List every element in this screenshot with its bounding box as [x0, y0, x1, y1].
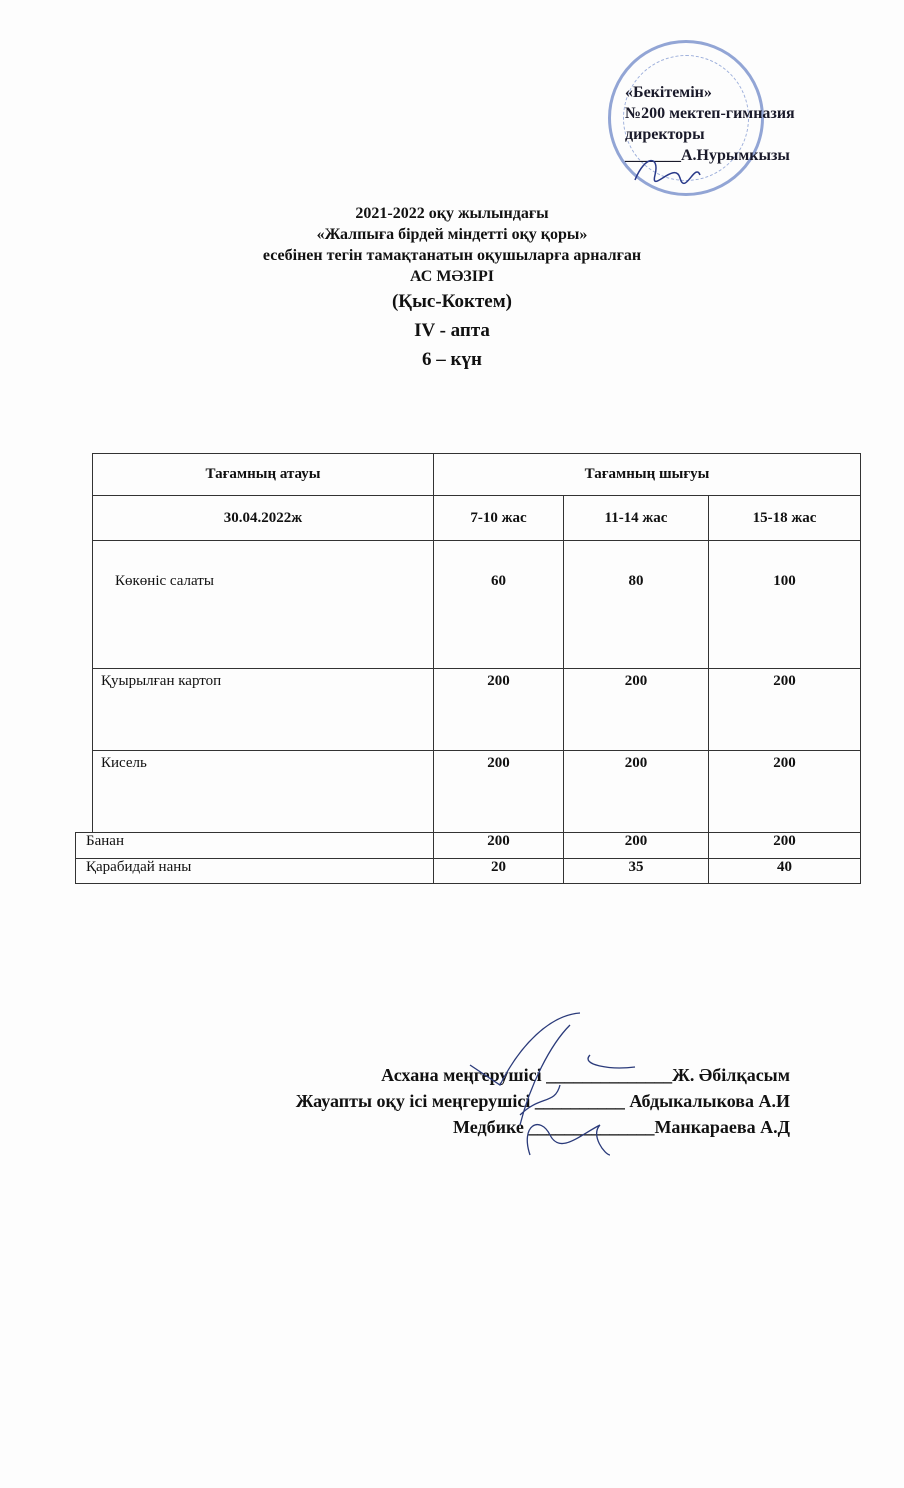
portion: 200 [708, 750, 861, 833]
signer-role: Жауапты оқу ісі меңгерушісі [295, 1091, 531, 1111]
title-line: АС МӘЗІРІ [410, 268, 494, 285]
season: (Қыс-Коктем) [391, 291, 512, 312]
dish-name: Қуырылған картоп [92, 668, 434, 751]
portion: 20 [433, 858, 564, 884]
title-line: 2021-2022 оқу жылындағы [355, 205, 549, 222]
table-row: Қарабидай наны 20 35 40 [75, 858, 861, 884]
portion: 40 [708, 858, 861, 884]
document-title: 2021-2022 оқу жылындағы «Жалпыға бірдей … [0, 203, 904, 374]
day: 6 – күн [422, 349, 482, 370]
portion: 35 [563, 858, 709, 884]
dish-name: Көкөніс салаты [92, 540, 434, 669]
age-group: 11-14 жас [563, 495, 709, 541]
approval-heading: «Бекітемін» [625, 84, 712, 101]
signatures-block: Асхана меңгерушісі ______________Ж. Әбіл… [100, 1062, 790, 1140]
portion: 80 [563, 540, 709, 669]
signature-line: Жауапты оқу ісі меңгерушісі __________ А… [100, 1088, 790, 1114]
portion: 200 [563, 832, 709, 859]
handwritten-signatures [469, 1012, 636, 1156]
signer-role: Медбике [453, 1117, 524, 1137]
table-row: Көкөніс салаты 60 80 100 [75, 540, 861, 669]
approval-school: №200 мектеп-гимназия [625, 105, 795, 122]
header-output: Тағамның шығуы [433, 453, 861, 496]
week: IV - апта [414, 320, 490, 341]
signature-blank: __________ [534, 1091, 625, 1111]
dish-name: Қарабидай наны [75, 858, 434, 884]
signature-line: Асхана меңгерушісі ______________Ж. Әбіл… [100, 1062, 790, 1088]
menu-table: Тағамның атауы Тағамның шығуы 30.04.2022… [75, 453, 861, 884]
age-group: 7-10 жас [433, 495, 564, 541]
table-row: Банан 200 200 200 [75, 832, 861, 859]
table-row: Қуырылған картоп 200 200 200 [75, 668, 861, 751]
portion: 200 [433, 750, 564, 833]
portion: 200 [563, 668, 709, 751]
title-line: есебінен тегін тамақтанатын оқушыларға а… [262, 247, 642, 264]
signer-name: Абдыкалыкова А.И [629, 1091, 790, 1111]
approval-block: «Бекітемін» №200 мектеп-гимназия директо… [625, 82, 795, 166]
portion: 200 [433, 832, 564, 859]
dish-name: Банан [75, 832, 434, 859]
signature-blank: ______________ [528, 1117, 655, 1137]
portion: 200 [433, 668, 564, 751]
school-seal [608, 40, 764, 196]
approval-position: директоры [625, 126, 705, 143]
director-signature [634, 159, 701, 185]
signature-blank: ______________ [546, 1065, 673, 1085]
portion: 100 [708, 540, 861, 669]
portion: 200 [708, 832, 861, 859]
signer-name: Ж. Әбілқасым [672, 1065, 790, 1085]
portion: 200 [563, 750, 709, 833]
portion: 200 [708, 668, 861, 751]
portion: 60 [433, 540, 564, 669]
dish-name: Кисель [92, 750, 434, 833]
approval-name: _______А.Нурымкызы [625, 147, 790, 164]
signer-role: Асхана меңгерушісі [381, 1065, 542, 1085]
age-group: 15-18 жас [708, 495, 861, 541]
signature-line: Медбике ______________Манкараева А.Д [100, 1114, 790, 1140]
title-line: «Жалпыға бірдей міндетті оқу қоры» [316, 226, 588, 243]
table-row: Кисель 200 200 200 [75, 750, 861, 833]
header-name: Тағамның атауы [92, 453, 434, 496]
signer-name: Манкараева А.Д [654, 1117, 790, 1137]
menu-date: 30.04.2022ж [92, 495, 434, 541]
